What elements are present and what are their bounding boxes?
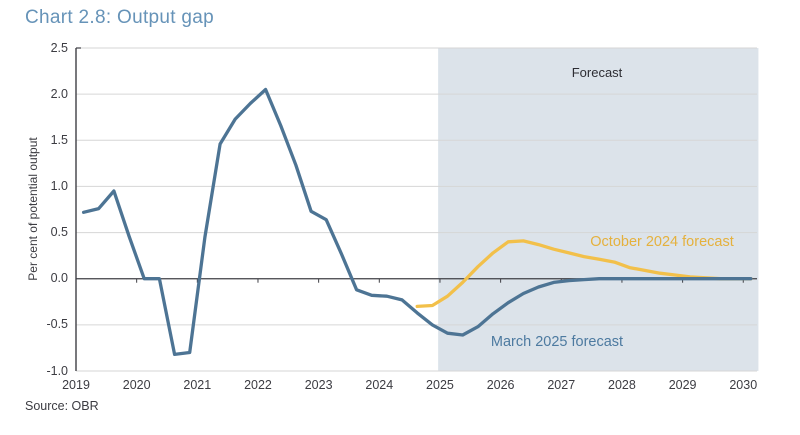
source-note: Source: OBR (25, 399, 99, 413)
chart-title: Chart 2.8: Output gap (25, 7, 215, 28)
x-tick-label: 2023 (304, 378, 333, 392)
x-tick-label: 2025 (426, 378, 454, 392)
x-tick-label: 2026 (486, 378, 515, 392)
y-tick-label: 1.5 (50, 132, 68, 147)
y-tick-label: 2.5 (50, 40, 68, 55)
x-tick-label: 2030 (729, 378, 758, 392)
x-tick-label: 2029 (668, 378, 697, 392)
x-tick-label: 2024 (365, 378, 394, 392)
october-2024-series-label: October 2024 forecast (590, 234, 734, 250)
y-tick-label: 1.0 (50, 178, 68, 193)
x-tick-label: 2021 (183, 378, 212, 392)
y-tick-label: -0.5 (46, 317, 68, 332)
x-tick-label: 2027 (547, 378, 576, 392)
x-tick-label: 2019 (62, 378, 90, 392)
y-tick-label: 0.5 (50, 225, 68, 240)
y-tick-label: 0.0 (50, 271, 68, 286)
march-2025-series-label: March 2025 forecast (490, 334, 624, 350)
y-axis-title: Per cent of potential output (26, 137, 40, 281)
x-tick-label: 2020 (122, 378, 151, 392)
y-tick-label: -1.0 (46, 363, 68, 378)
series-line-march-2025-forecast (81, 87, 753, 357)
x-tick-label: 2022 (244, 378, 272, 392)
x-tick-label: 2028 (608, 378, 636, 392)
y-tick-label: 2.0 (50, 86, 68, 101)
forecast-region-label: Forecast (571, 65, 623, 80)
forecast-shade-region (438, 48, 759, 371)
